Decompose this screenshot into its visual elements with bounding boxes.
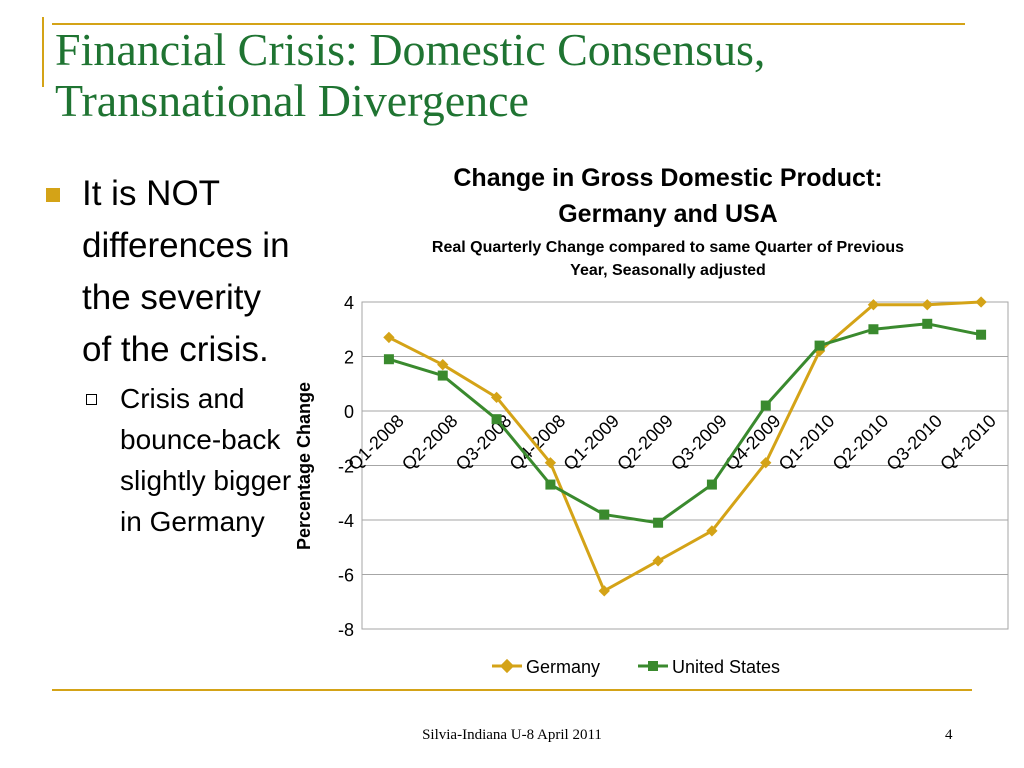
legend-usa-label: United States [672, 657, 780, 677]
data-point-germany [652, 555, 664, 567]
page-number: 4 [945, 727, 953, 743]
bullet-sub-text: Crisis and bounce-back slightly bigger i… [120, 383, 292, 537]
data-point-usa [868, 324, 879, 335]
data-point-usa [383, 354, 394, 365]
footer-text: Silvia-Indiana U-8 April 2011 [422, 727, 602, 743]
data-point-germany [975, 296, 987, 308]
data-point-germany [598, 585, 610, 597]
y-tick-label: -6 [338, 566, 354, 586]
bullet-main: It is NOT differences in the severity of… [44, 168, 294, 376]
y-tick-label: -2 [338, 457, 354, 477]
data-point-usa [491, 414, 502, 425]
chart-subtitle-line-1: Real Quarterly Change compared to same Q… [432, 239, 904, 256]
bottom-accent-rule [52, 689, 972, 691]
data-point-germany [544, 457, 557, 469]
data-point-usa [922, 318, 933, 329]
bullet-main-text: It is NOT differences in the severity of… [82, 174, 290, 369]
top-accent-rule [52, 23, 965, 25]
y-tick-label: -8 [338, 620, 354, 640]
x-tick-label: Q2-2009 [613, 411, 677, 475]
data-point-germany [706, 525, 718, 537]
left-accent-rule [42, 17, 44, 87]
y-tick-label: -4 [338, 511, 354, 531]
series-line-usa [388, 322, 982, 525]
chart-subtitle-line-2: Year, Seasonally adjusted [570, 262, 766, 279]
bullet-list: It is NOT differences in the severity of… [44, 168, 294, 542]
data-point-germany [490, 391, 503, 404]
hollow-square-bullet-icon [86, 394, 97, 405]
x-tick-label: Q3-2010 [882, 411, 946, 475]
slide-title-line-2: Transnational Divergence [55, 75, 529, 126]
x-tick-label: Q3-2008 [452, 411, 516, 475]
x-tick-label: Q1-2010 [775, 411, 839, 475]
series-line-germany [388, 300, 982, 593]
y-axis-label: Percentage Change [294, 382, 314, 550]
square-bullet-icon [46, 188, 60, 202]
x-tick-label: Q4-2010 [936, 411, 1000, 475]
slide-title: Financial Crisis: Domestic Consensus, Tr… [55, 24, 955, 126]
x-tick-label: Q1-2009 [559, 411, 623, 475]
bullet-sub: Crisis and bounce-back slightly bigger i… [44, 378, 294, 542]
legend-germany-label: Germany [526, 657, 600, 677]
data-point-usa [706, 479, 717, 490]
x-tick-label: Q3-2009 [667, 411, 731, 475]
data-point-usa [437, 370, 448, 381]
y-tick-label: 2 [344, 348, 354, 368]
data-point-usa [814, 340, 825, 351]
gdp-line-chart: Change in Gross Domestic Product: German… [294, 164, 1009, 677]
data-point-germany [437, 359, 449, 371]
slide-title-line-1: Financial Crisis: Domestic Consensus, [55, 24, 766, 75]
y-tick-label: 4 [344, 293, 354, 313]
plot-area-border [361, 301, 1009, 630]
y-tick-label: 0 [344, 402, 354, 422]
data-point-germany [760, 457, 772, 469]
chart-legend: Germany United States [492, 657, 780, 677]
data-point-usa [545, 479, 556, 490]
data-point-usa [760, 400, 771, 411]
data-point-usa [599, 509, 610, 520]
x-tick-label: Q2-2010 [829, 411, 893, 475]
legend-germany-marker [499, 658, 515, 674]
x-tick-label: Q2-2008 [398, 411, 462, 475]
data-point-usa [653, 517, 664, 528]
data-point-germany [921, 299, 933, 311]
legend-usa-marker [648, 661, 658, 671]
data-point-germany [867, 299, 880, 311]
chart-title-line-2: Germany and USA [558, 200, 778, 228]
data-point-germany [383, 331, 395, 344]
chart-title-line-1: Change in Gross Domestic Product: [453, 164, 882, 192]
data-point-usa [976, 329, 987, 340]
